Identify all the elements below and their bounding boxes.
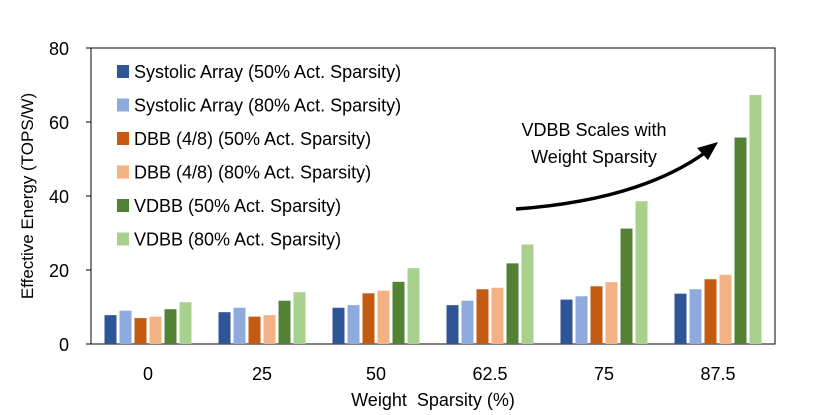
- annotation-line-1: VDBB Scales with: [521, 120, 666, 140]
- x-tick-label: 50: [366, 364, 386, 384]
- bar: [749, 94, 762, 345]
- legend-swatch: [117, 132, 129, 145]
- bar: [218, 312, 231, 344]
- legend-swatch: [117, 65, 129, 78]
- x-tick-label: 0: [143, 364, 153, 384]
- bar: [362, 293, 375, 344]
- legend-entry-label: DBB (4/8) (80% Act. Sparsity): [134, 163, 371, 183]
- y-axis-ticks: 0 20 40 60 80: [49, 39, 91, 355]
- x-tick-label: 62.5: [472, 364, 507, 384]
- bar: [689, 289, 702, 344]
- bar: [590, 286, 603, 344]
- x-axis-ticks: 0 25 50 62.5 75 87.5: [143, 364, 736, 384]
- bar: [392, 281, 405, 344]
- y-tick-label: 20: [49, 261, 69, 281]
- x-axis-label: Weight Sparsity (%): [351, 390, 515, 410]
- bar: [104, 315, 117, 344]
- bar: [293, 292, 306, 344]
- legend-swatch: [117, 199, 129, 212]
- x-tick-label: 75: [594, 364, 614, 384]
- bar: [149, 316, 162, 344]
- y-tick-label: 40: [49, 187, 69, 207]
- bar: [560, 299, 573, 344]
- bar: [332, 307, 345, 344]
- bar: [347, 305, 360, 344]
- legend-swatch: [117, 165, 129, 179]
- annotation-arrow: [515, 150, 708, 211]
- bar: [233, 307, 246, 344]
- bar: [407, 268, 420, 344]
- bar: [134, 318, 147, 344]
- y-tick-label: 0: [59, 335, 69, 355]
- bar: [506, 263, 519, 344]
- y-tick-label: 80: [49, 39, 69, 59]
- plot-area: [90, 47, 776, 345]
- bar: [278, 300, 291, 344]
- bar: [620, 228, 633, 344]
- legend-swatch: [117, 98, 129, 112]
- bar: [179, 302, 192, 344]
- bar: [734, 137, 747, 344]
- bar: [263, 315, 276, 344]
- y-tick-label: 60: [49, 113, 69, 133]
- bar: [248, 316, 261, 344]
- bar: [446, 305, 459, 344]
- legend-entry-label: VDBB (50% Act. Sparsity): [134, 196, 341, 216]
- bar: [491, 287, 504, 344]
- bar: [461, 300, 474, 344]
- bar: [719, 274, 732, 344]
- annotation-arrowhead: [697, 142, 718, 160]
- legend-entry-label: Systolic Array (80% Act. Sparsity): [134, 96, 401, 116]
- legend-entry-label: DBB (4/8) (50% Act. Sparsity): [134, 129, 371, 149]
- bar: [635, 201, 648, 344]
- bar: [521, 244, 534, 344]
- bar: [704, 279, 717, 344]
- x-tick-label: 25: [252, 364, 272, 384]
- bar: [575, 296, 588, 344]
- bars: [104, 94, 762, 345]
- bar: [164, 309, 177, 344]
- bar: [605, 282, 618, 344]
- annotation-line-2: Weight Sparsity: [531, 147, 657, 167]
- x-tick-label: 87.5: [700, 364, 735, 384]
- bar: [377, 290, 390, 344]
- legend: Systolic Array (50% Act. Sparsity) Systol…: [117, 62, 401, 250]
- bar: [119, 310, 132, 344]
- bar: [674, 293, 687, 344]
- y-axis-label: Effective Energy (TOPS/W): [18, 93, 37, 299]
- bar: [476, 289, 489, 344]
- legend-entry-label: VDBB (80% Act. Sparsity): [134, 230, 341, 250]
- legend-entry-label: Systolic Array (50% Act. Sparsity): [134, 62, 401, 82]
- legend-swatch: [117, 232, 129, 246]
- annotation: VDBB Scales with Weight Sparsity: [515, 120, 718, 211]
